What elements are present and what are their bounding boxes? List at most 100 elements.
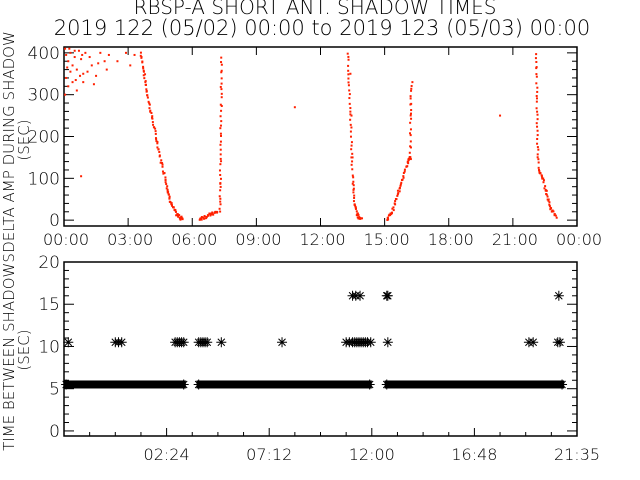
- data-point: [349, 107, 352, 110]
- data-point: [216, 337, 227, 348]
- data-point: [409, 121, 412, 124]
- data-point: [166, 191, 169, 194]
- data-point: [158, 154, 161, 157]
- data-point: [395, 198, 398, 201]
- data-point: [65, 76, 68, 79]
- data-point: [214, 210, 217, 213]
- data-point: [151, 115, 154, 118]
- data-point: [139, 54, 142, 57]
- data-point: [356, 216, 359, 219]
- data-point: [382, 290, 393, 301]
- bottom-plot: 0 5 10 15 20 02:24 07:12 12:00 16:48 21:35: [38, 253, 600, 464]
- x-tick-label: 12:00: [349, 445, 395, 464]
- data-point: [499, 114, 502, 117]
- data-point: [350, 144, 353, 147]
- data-point: [107, 53, 110, 56]
- data-point: [351, 182, 354, 185]
- data-point: [152, 123, 155, 126]
- chart-subtitle: 2019 122 (05/02) 00:00 to 2019 123 (05/0…: [54, 16, 590, 40]
- data-point: [142, 70, 145, 73]
- data-point: [403, 168, 406, 171]
- data-point: [166, 185, 169, 188]
- data-point: [536, 142, 539, 145]
- data-point: [347, 77, 350, 80]
- data-point: [152, 126, 155, 129]
- data-point: [158, 155, 161, 158]
- data-point: [170, 204, 173, 207]
- data-point: [350, 156, 353, 159]
- data-point: [402, 172, 405, 175]
- data-point: [160, 159, 163, 162]
- data-point: [200, 217, 203, 220]
- data-point: [172, 206, 175, 209]
- data-point: [75, 68, 78, 71]
- data-point: [146, 94, 149, 97]
- data-point: [535, 122, 538, 125]
- x-tick-label: 07:12: [246, 445, 292, 464]
- data-point: [535, 53, 538, 56]
- data-band: [196, 380, 372, 389]
- data-point: [145, 88, 148, 91]
- data-point: [219, 185, 222, 188]
- data-point: [154, 132, 157, 135]
- data-point: [92, 83, 95, 86]
- data-point: [535, 100, 538, 103]
- data-point: [81, 53, 84, 56]
- data-point: [536, 153, 539, 156]
- data-point: [220, 77, 223, 80]
- data-point: [155, 138, 158, 141]
- y-tick-label: 200: [28, 128, 60, 148]
- data-point: [347, 55, 350, 58]
- data-point: [68, 47, 71, 50]
- data-point: [357, 213, 360, 216]
- data-point: [541, 176, 544, 179]
- data-point: [357, 217, 360, 220]
- data-point: [536, 146, 539, 149]
- data-point: [105, 68, 108, 71]
- data-point: [219, 85, 222, 88]
- data-point: [348, 97, 351, 100]
- data-point: [219, 115, 222, 118]
- data-point: [349, 110, 352, 113]
- data-point: [400, 181, 403, 184]
- data-point: [148, 102, 151, 105]
- data-point: [220, 88, 223, 91]
- data-point: [210, 212, 213, 215]
- data-point: [145, 90, 148, 93]
- data-point: [350, 126, 353, 129]
- data-point: [86, 70, 89, 73]
- data-band: [384, 380, 565, 389]
- data-point: [355, 210, 358, 213]
- data-point: [219, 189, 222, 192]
- data-point: [394, 200, 397, 203]
- data-point: [409, 158, 412, 161]
- data-point: [144, 80, 147, 83]
- data-point: [159, 161, 162, 164]
- data-point: [355, 214, 358, 217]
- data-point: [148, 107, 151, 110]
- data-point: [406, 161, 409, 164]
- data-point: [219, 148, 222, 151]
- data-point: [410, 87, 413, 90]
- data-point: [219, 173, 222, 176]
- data-point: [133, 53, 136, 56]
- y-tick-label: 300: [28, 86, 60, 106]
- data-point: [545, 193, 548, 196]
- data-point: [353, 203, 356, 206]
- data-point: [165, 187, 168, 190]
- data-point: [536, 86, 539, 89]
- data-point: [394, 203, 397, 206]
- data-point: [175, 214, 178, 217]
- data-point: [151, 121, 154, 124]
- data-point: [409, 132, 412, 135]
- data-point: [220, 56, 223, 59]
- data-point: [546, 198, 549, 201]
- data-point: [386, 216, 389, 219]
- data-point: [535, 82, 538, 85]
- data-point: [220, 104, 223, 107]
- data-point: [219, 203, 222, 206]
- data-point: [212, 213, 215, 216]
- bottom-ylabel: TIME BETWEEN SHADOWS: [0, 253, 18, 451]
- data-point: [546, 195, 549, 198]
- data-point: [409, 128, 412, 131]
